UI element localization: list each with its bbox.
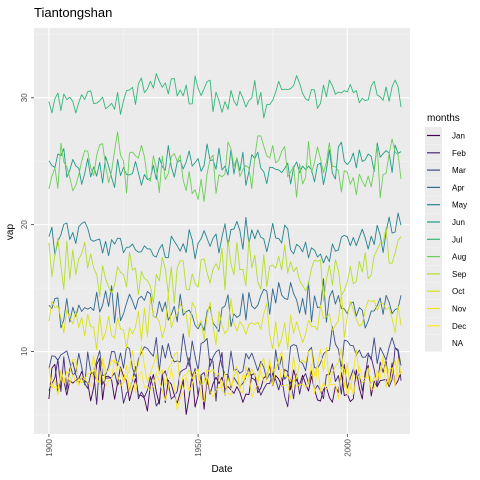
legend-label-mar: Mar: [452, 166, 466, 175]
series-line-jul: [48, 73, 402, 119]
y-axis-label: vap: [5, 224, 16, 241]
x-tick-label: 1950: [194, 438, 203, 456]
x-axis-label: Date: [211, 464, 233, 475]
y-tick-label: 20: [20, 220, 29, 229]
y-tick-label: 10: [20, 347, 29, 356]
chart-title: Tiantongshan: [34, 5, 112, 20]
legend-label-jun: Jun: [452, 218, 465, 227]
x-axis: 1900 1950 2000: [45, 434, 352, 457]
x-tick-label: 1900: [45, 438, 54, 456]
series-line-may: [48, 212, 402, 264]
y-tick-label: 30: [20, 93, 29, 102]
series-line-jun: [48, 141, 402, 188]
series-line-nov: [48, 345, 402, 396]
legend-label-apr: Apr: [452, 183, 465, 192]
legend-label-nov: Nov: [452, 305, 466, 314]
series-line-sep: [48, 227, 402, 304]
legend-label-feb: Feb: [452, 149, 466, 158]
series-line-aug: [48, 131, 402, 202]
series-line-oct: [48, 292, 402, 351]
legend: months Jan Feb Mar Apr May Jun Jul Aug Sep Oct Nov…: [425, 113, 467, 352]
legend-label-aug: Aug: [452, 253, 466, 262]
legend-label-sep: Sep: [452, 270, 467, 279]
series-line-dec: [48, 354, 402, 411]
series-line-feb: [48, 347, 402, 408]
legend-label-jan: Jan: [452, 132, 465, 141]
legend-key: [425, 334, 442, 352]
y-axis: 10 20 30: [20, 93, 34, 356]
legend-label-may: May: [452, 201, 467, 210]
legend-label-dec: Dec: [452, 322, 466, 331]
legend-title: months: [427, 113, 460, 124]
x-tick-label: 2000: [343, 438, 352, 456]
legend-label-jul: Jul: [452, 235, 462, 244]
series-layer: [48, 73, 402, 415]
legend-label-oct: Oct: [452, 287, 465, 296]
grid-major: [34, 28, 410, 434]
legend-label-na: NA: [452, 339, 464, 348]
